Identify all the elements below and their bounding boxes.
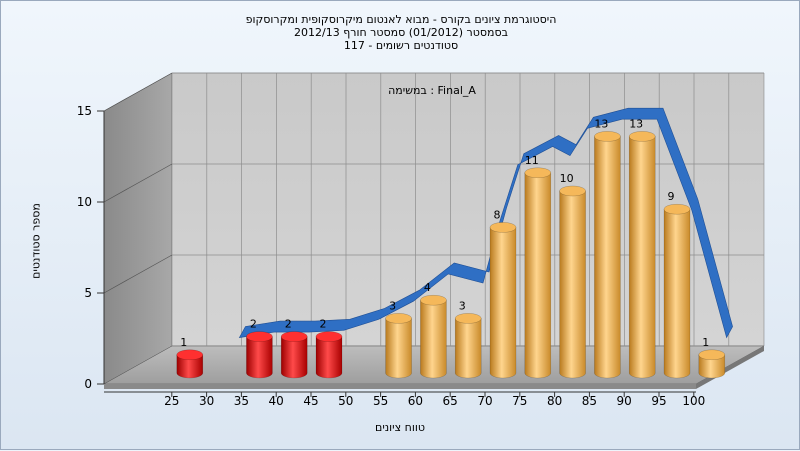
bar-top [420,294,447,306]
bar-top [594,131,621,142]
bar-body [246,336,273,379]
x-tick-label: 30 [199,394,214,408]
y-tick-label: 5 [84,286,92,300]
bar-value-label: 2 [320,318,327,331]
bar: 8 [489,208,517,379]
chart-title-line-1: היסטוגרמת ציונים בקורס - מבוא לאנטום מיק… [245,13,557,26]
bar-value-label: 1 [180,336,187,349]
bar-body [489,227,517,379]
x-tick-label: 75 [512,394,527,408]
bar: 9 [663,190,691,379]
chart-side-wall [103,72,173,385]
x-tick-label: 80 [547,394,562,408]
bar-body [420,299,447,379]
bar: 2 [280,318,308,379]
bar: 3 [454,299,482,379]
chart-title-line-2: בסמסטר (01/2012) סמסטר חורף 2012/13 [294,26,508,39]
bar-top [246,331,273,342]
bar-body [594,136,621,379]
bar-top [663,203,691,215]
bar-body [663,208,691,379]
bar-value-label: 9 [668,190,675,203]
x-tick-label: 100 [682,394,705,408]
bar-value-label: 4 [424,281,431,294]
bar: 1 [698,336,726,379]
bar-top [489,222,517,233]
side-gridline [103,254,173,294]
bar-value-label: 11 [525,154,539,167]
bar: 4 [420,281,447,379]
y-tick-label: 15 [77,104,92,118]
bar-value-label: 1 [702,336,709,349]
x-tick-label: 85 [582,394,597,408]
bar: 11 [524,154,552,379]
x-tick-label: 65 [443,394,458,408]
bar-top [385,313,412,324]
distribution-curve [238,107,733,339]
bar-value-label: 2 [250,318,257,331]
chart-floor-right-edge [696,346,764,389]
bar-value-label: 10 [560,172,574,185]
bar-value-label: 13 [594,117,608,130]
chart-floor-front-edge [104,384,696,389]
x-tick-label: 45 [303,394,318,408]
bar-body [454,318,482,379]
y-axis-label: מספר סטודנטים [29,203,43,279]
bar: 10 [559,172,586,379]
bar-value-label: 2 [285,318,292,331]
bar-value-label: 3 [459,299,466,312]
bar-body [524,172,552,379]
x-tick-label: 25 [164,394,179,408]
bar: 2 [246,318,273,379]
x-tick-label: 60 [408,394,423,408]
bar-value-label: 13 [629,117,643,130]
side-gridline [103,72,173,112]
x-tick-label: 35 [234,394,249,408]
y-tick-label: 0 [84,377,92,391]
bar-top [628,131,656,142]
bar-top [559,185,586,197]
bar-body [559,190,586,379]
bar-top [524,167,552,179]
bar-body [628,136,656,379]
bar-value-label: 3 [389,299,396,312]
bar-top [698,349,726,361]
x-axis-label: טווח ציונים [375,421,425,434]
bar-top [454,313,482,324]
bar-top [280,331,308,342]
chart-title-line-3: סטודנטים רשומים - 117 [343,39,459,52]
chart-annotation: במשימה : Final_A [388,84,476,97]
x-tick-label: 55 [373,394,388,408]
bar-body [176,354,204,379]
x-tick-label: 50 [338,394,353,408]
side-gridline [103,163,173,203]
bar: 13 [594,117,621,379]
x-tick-label: 95 [651,394,666,408]
x-tick-label: 40 [269,394,284,408]
bar: 13 [628,117,656,379]
x-tick-label: 70 [477,394,492,408]
bar-body [698,354,726,379]
bar: 2 [315,318,343,379]
bar-body [385,318,412,379]
bar-top [176,349,204,361]
bar-body [280,336,308,379]
bar: 1 [176,336,204,379]
bar-top [315,331,343,342]
bar-body [315,336,343,379]
x-tick-label: 90 [617,394,632,408]
bar: 3 [385,299,412,379]
y-tick-label: 10 [77,195,92,209]
bar-value-label: 8 [494,208,501,221]
